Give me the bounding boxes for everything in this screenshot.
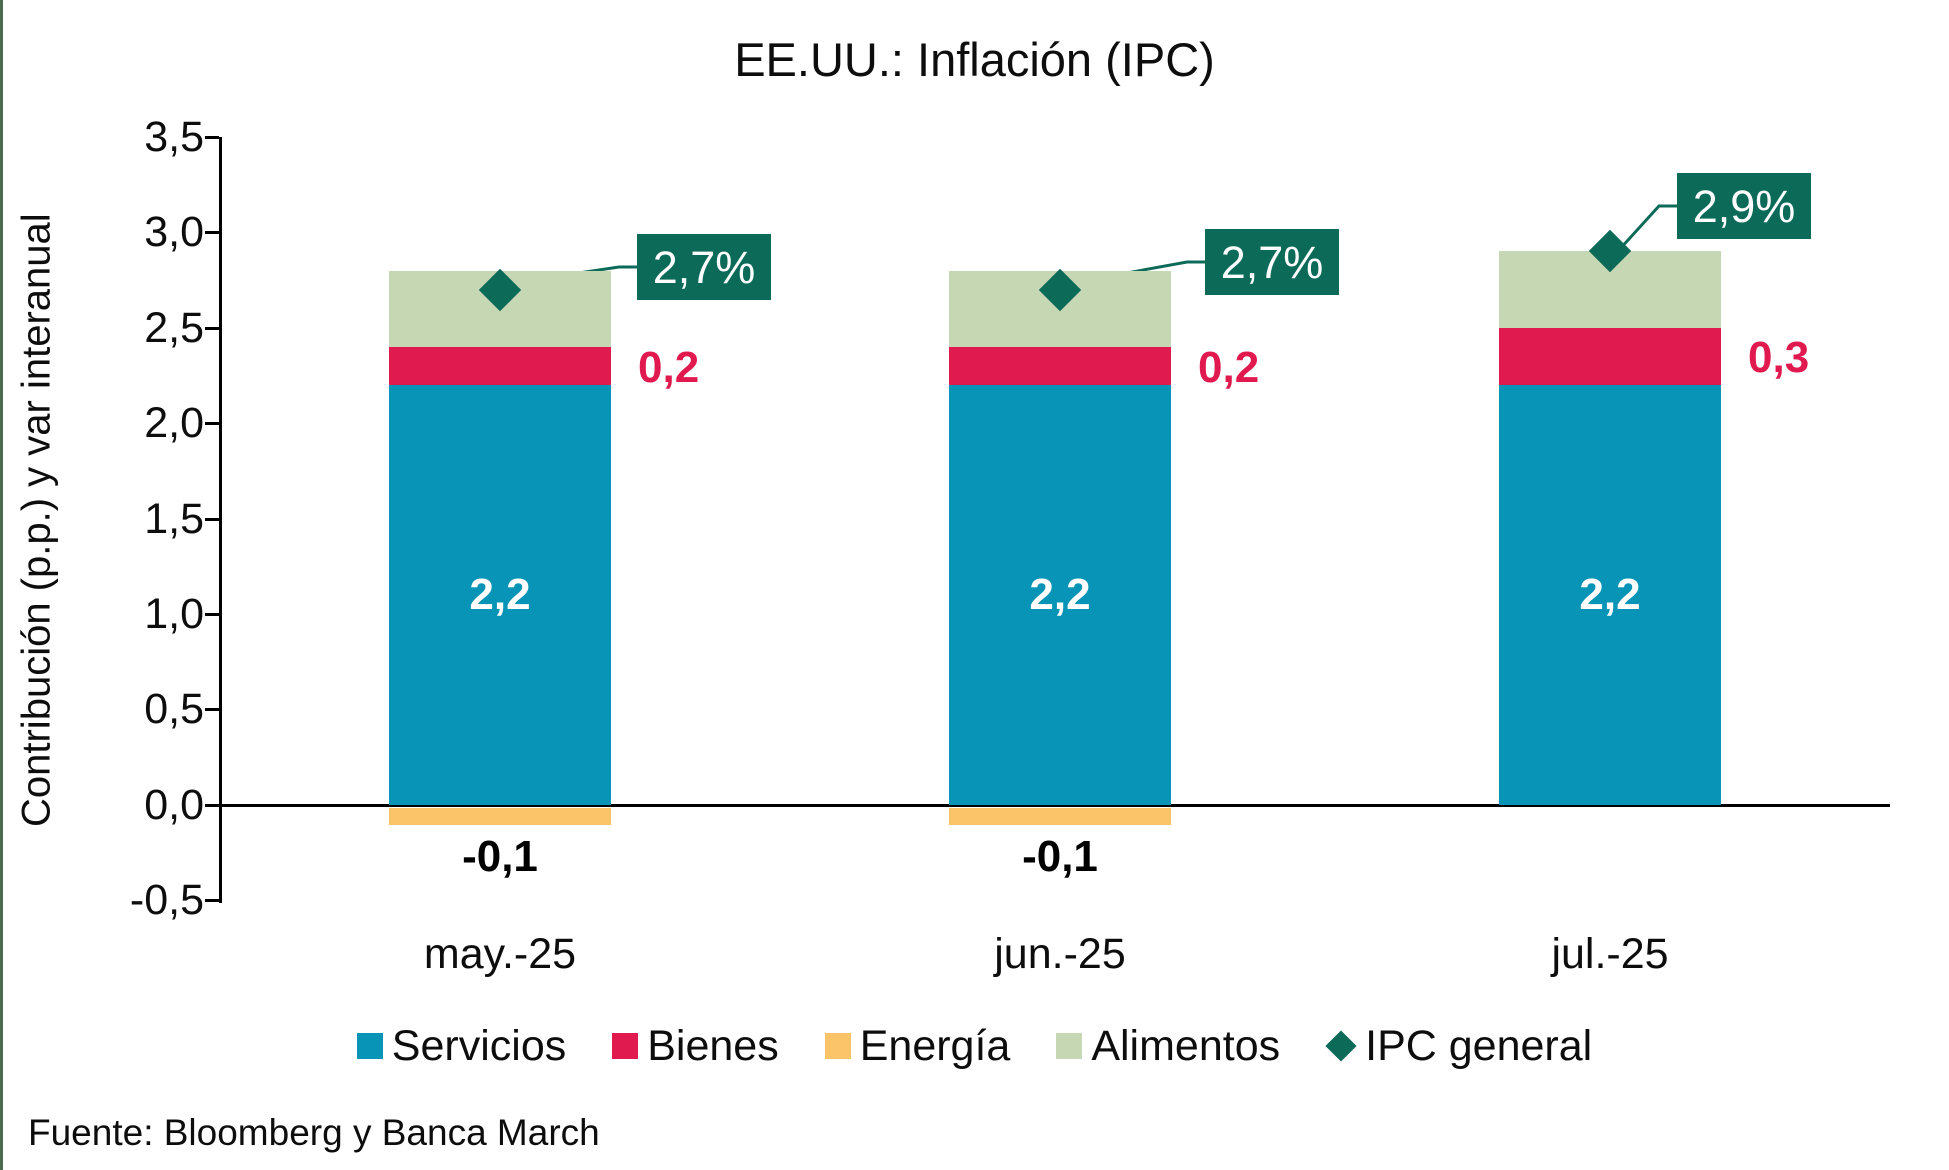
legend: Servicios Bienes Energía Alimentos IPC gener… (0, 1018, 1949, 1074)
y-tick-label: 3,5 (144, 113, 204, 161)
bar-segment-bienes (949, 346, 1171, 385)
left-accent-border (0, 0, 3, 1170)
legend-item-servicios: Servicios (356, 1021, 567, 1071)
source-note: Fuente: Bloomberg y Banca March (28, 1112, 600, 1153)
square-swatch-icon (612, 1033, 639, 1059)
y-tick (205, 326, 219, 330)
bar-segment-servicios (1499, 384, 1721, 805)
legend-label: IPC general (1365, 1021, 1593, 1070)
bar-value-label: 0,2 (638, 342, 700, 392)
bar-segment-servicios (389, 384, 611, 805)
square-swatch-icon (1056, 1033, 1083, 1059)
y-tick-label: 1,5 (144, 494, 204, 543)
y-tick-label: 2,0 (144, 399, 204, 448)
legend-item-bienes: Bienes (612, 1021, 779, 1071)
bar-segment-energía (949, 807, 1171, 826)
bar-segment-servicios (949, 384, 1171, 805)
legend-label: Alimentos (1091, 1021, 1281, 1070)
bar-segment-bienes (389, 346, 611, 385)
x-axis-line (219, 803, 1890, 807)
y-axis-line (219, 137, 222, 903)
bar-value-label: 2,2 (469, 569, 531, 619)
chart-title: EE.UU.: Inflación (IPC) (734, 33, 1215, 86)
bar-value-label: 2,2 (1029, 569, 1091, 619)
y-tick (205, 708, 219, 712)
y-tick (205, 231, 219, 235)
y-tick (205, 517, 219, 521)
ipc-callout: 2,7% (1205, 229, 1339, 295)
legend-label: Servicios (391, 1021, 567, 1070)
bar-value-label: 2,2 (1579, 569, 1641, 619)
ipc-callout: 2,9% (1677, 173, 1811, 239)
legend-item-energía: Energía (824, 1021, 1011, 1071)
legend-label: Bienes (647, 1021, 779, 1070)
bar-segment-energía (389, 807, 611, 826)
y-tick-label: 2,5 (144, 303, 204, 352)
y-tick-label: 0,0 (144, 780, 204, 829)
y-tick-label: -0,5 (129, 876, 204, 924)
bar-value-label: 0,2 (1198, 342, 1260, 392)
x-label-may-25: may.-25 (423, 930, 577, 978)
y-tick (205, 803, 219, 807)
y-tick-label: 0,5 (144, 685, 204, 734)
bar-segment-bienes (1499, 327, 1721, 385)
bar-value-label: 0,3 (1748, 333, 1810, 383)
legend-item-ipc-general: IPC general (1325, 1021, 1593, 1071)
y-tick (205, 422, 219, 426)
bar-value-label: -0,1 (1022, 832, 1098, 882)
legend-label: Energía (859, 1021, 1011, 1070)
x-label-jul-25: jul.-25 (1551, 930, 1669, 978)
y-tick-label: 1,0 (144, 589, 204, 638)
ipc-callout: 2,7% (637, 234, 771, 300)
diamond-swatch-icon (1325, 1030, 1357, 1062)
x-label-jun-25: jun.-25 (994, 930, 1126, 978)
y-tick (205, 136, 219, 139)
bar-value-label: -0,1 (462, 832, 538, 882)
square-swatch-icon (356, 1033, 383, 1059)
y-tick-label: 3,0 (144, 208, 204, 257)
legend-item-alimentos: Alimentos (1056, 1022, 1280, 1071)
y-tick (205, 899, 219, 902)
square-swatch-icon (824, 1033, 851, 1059)
y-tick (205, 612, 219, 616)
